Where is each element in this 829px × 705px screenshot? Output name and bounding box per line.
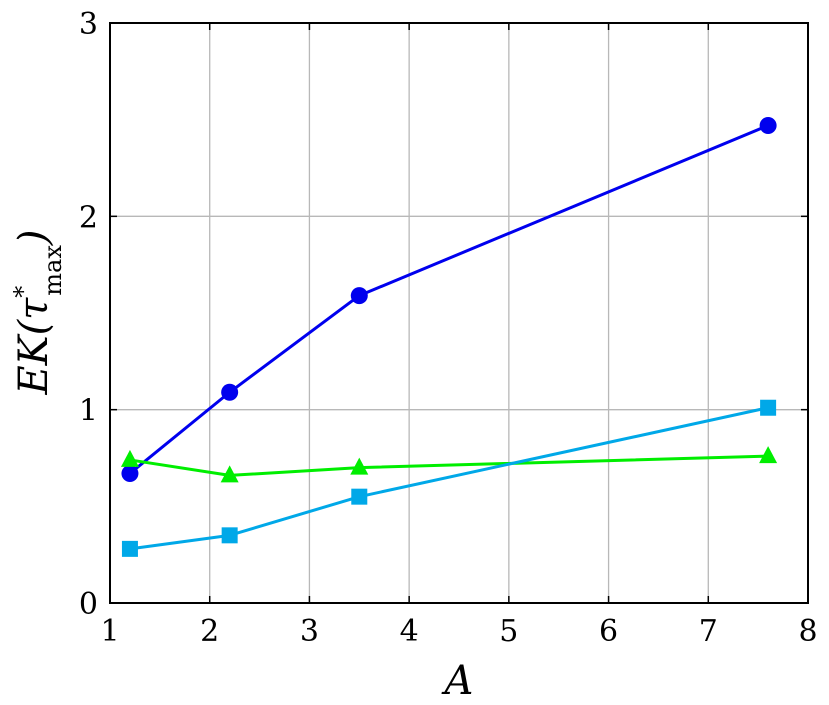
series-line-circle — [128, 124, 769, 475]
x-tick-label: 5 — [499, 614, 518, 649]
y-tick-label: 2 — [79, 200, 98, 235]
y-axis-label-sub: max — [39, 245, 67, 296]
series-square — [121, 399, 777, 557]
data-point-circle — [350, 287, 368, 305]
series-line-square — [129, 406, 769, 551]
data-point-triangle — [350, 457, 369, 475]
x-tick-label: 8 — [798, 614, 817, 649]
data-point-triangle — [120, 449, 139, 467]
data-point-square — [351, 488, 368, 505]
data-point-circle — [121, 464, 139, 482]
data-point-square — [221, 527, 238, 544]
series-layer — [120, 116, 778, 557]
data-point-square — [760, 399, 777, 416]
y-tick-label: 3 — [79, 7, 98, 42]
plot-frame — [109, 22, 809, 604]
y-axis-label-sup: * — [9, 286, 37, 298]
x-tick-labels: 1 2 3 4 5 6 7 8 — [100, 614, 817, 649]
y-axis-label-base: EK(τ — [11, 297, 57, 396]
tick-layer — [109, 22, 809, 604]
x-tick-label: 2 — [200, 614, 219, 649]
grid-layer — [110, 23, 808, 603]
x-tick-label: 6 — [599, 614, 618, 649]
series-circle — [121, 116, 777, 482]
x-axis-label: A — [441, 658, 474, 704]
data-point-triangle — [220, 465, 239, 483]
x-tick-label: 4 — [400, 614, 419, 649]
data-point-circle — [221, 383, 239, 401]
y-tick-labels: 0 1 2 3 — [79, 7, 98, 622]
y-axis-label: EK(τ*max) — [9, 229, 67, 395]
y-axis-label-close: ) — [11, 229, 57, 246]
series-line-triangle — [129, 454, 769, 477]
data-point-triangle — [759, 446, 778, 464]
x-tick-label: 7 — [699, 614, 718, 649]
data-point-square — [121, 540, 138, 557]
y-tick-label: 1 — [79, 394, 98, 429]
data-point-circle — [759, 116, 777, 134]
series-triangle — [120, 446, 778, 483]
x-tick-label: 1 — [100, 614, 119, 649]
x-tick-label: 3 — [300, 614, 319, 649]
y-tick-label: 0 — [79, 587, 98, 622]
